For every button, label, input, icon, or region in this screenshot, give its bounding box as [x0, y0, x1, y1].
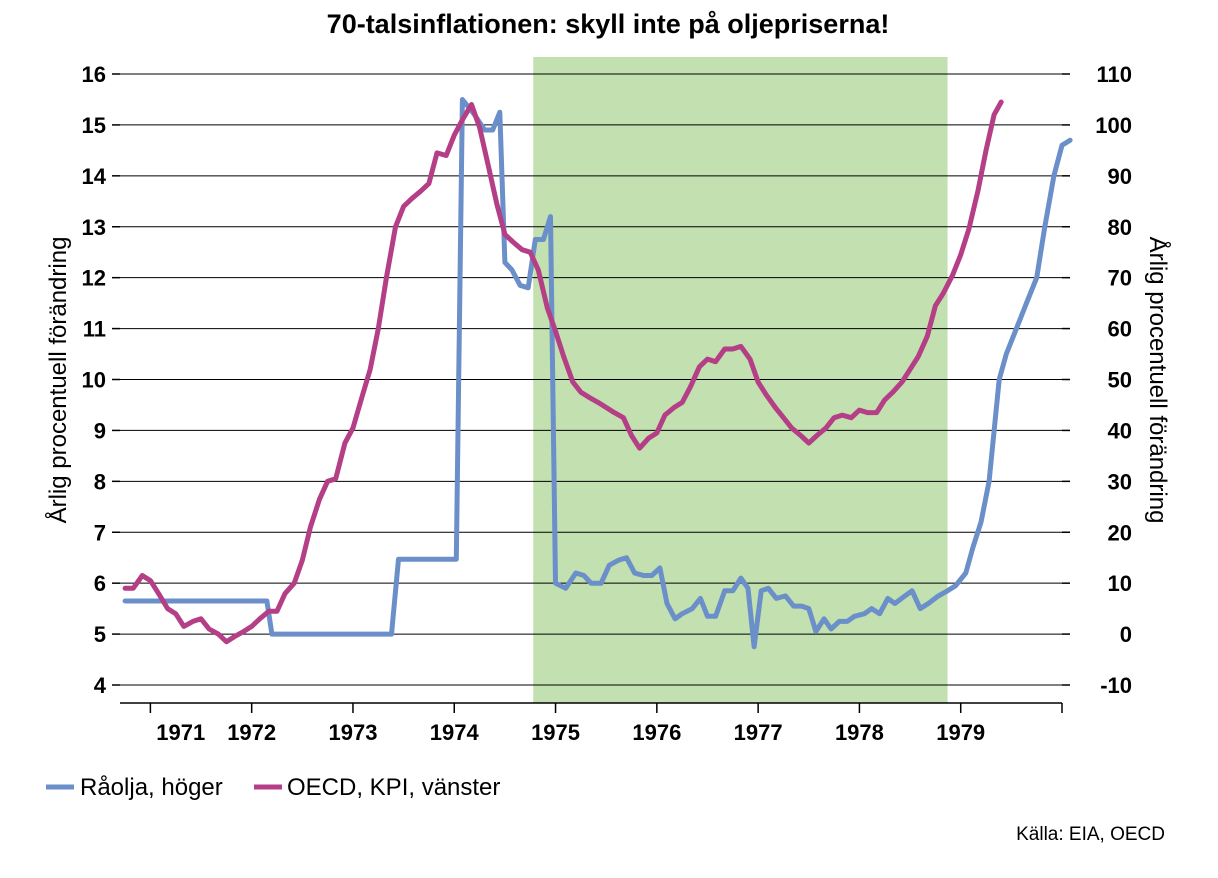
y-right-axis-label: Årlig procentuell förändring [1144, 237, 1172, 524]
y-left-tick-label: 16 [82, 62, 106, 87]
y-right-tick-label: 100 [1095, 113, 1132, 138]
legend-label-raolja: Råolja, höger [80, 774, 223, 801]
y-right-tick-label: 110 [1097, 62, 1133, 87]
x-tick-label: 1979 [936, 720, 985, 745]
y-right-tick-label: 30 [1108, 469, 1132, 494]
y-left-tick-label: 7 [94, 520, 106, 545]
x-tick-label: 1974 [430, 720, 480, 745]
y-left-tick-label: 9 [94, 418, 106, 443]
x-tick-label: 1978 [835, 720, 884, 745]
y-left-tick-label: 12 [82, 266, 106, 291]
y-left-tick-label: 6 [94, 571, 106, 596]
y-right-ticks: -10 0 10 20 30 40 50 60 70 80 90 100 110 [1062, 62, 1132, 698]
y-right-tick-label: 20 [1108, 520, 1132, 545]
y-right-tick-label: 80 [1108, 215, 1132, 240]
y-left-tick-label: 13 [82, 215, 106, 240]
y-left-tick-label: 14 [82, 164, 107, 189]
y-left-tick-label: 11 [83, 317, 106, 342]
y-right-tick-label: 10 [1108, 571, 1132, 596]
legend: Råolja, höger OECD, KPI, vänster [46, 774, 500, 801]
x-tick-label: 1971 [156, 720, 205, 745]
y-right-tick-label: -10 [1100, 673, 1132, 698]
y-left-tick-label: 8 [94, 469, 106, 494]
series-line [122, 97, 1073, 650]
x-tick-label: 1972 [227, 720, 276, 745]
series-layer [122, 97, 1073, 650]
y-right-tick-label: 70 [1108, 266, 1132, 291]
y-left-tick-label: 5 [94, 622, 106, 647]
x-tick-label: 1976 [632, 720, 681, 745]
y-left-tick-label: 10 [82, 368, 106, 393]
x-tick-label: 1977 [734, 720, 783, 745]
y-right-tick-label: 0 [1120, 622, 1132, 647]
y-left-axis-label: Årlig procentuell förändring [44, 237, 72, 524]
series-line [122, 99, 1004, 645]
y-right-tick-label: 60 [1108, 317, 1132, 342]
x-tick-label: 1973 [328, 720, 377, 745]
y-right-tick-label: 40 [1108, 418, 1132, 443]
y-left-tick-label: 15 [82, 113, 106, 138]
x-tick-label: 1975 [531, 720, 580, 745]
source-note: Källa: EIA, OECD [1016, 824, 1165, 845]
y-left-tick-label: 4 [94, 673, 107, 698]
legend-label-oecd: OECD, KPI, vänster [287, 774, 500, 801]
y-right-tick-label: 50 [1108, 368, 1132, 393]
chart-title: 70-talsinflationen: skyll inte på oljepr… [327, 9, 890, 39]
y-left-ticks: 4 5 6 7 8 9 10 11 12 13 14 15 16 [82, 62, 120, 698]
x-ticks: 1971 1972 1973 1974 1975 1976 1977 1978 1979 [149, 703, 1063, 745]
y-right-tick-label: 90 [1108, 164, 1132, 189]
